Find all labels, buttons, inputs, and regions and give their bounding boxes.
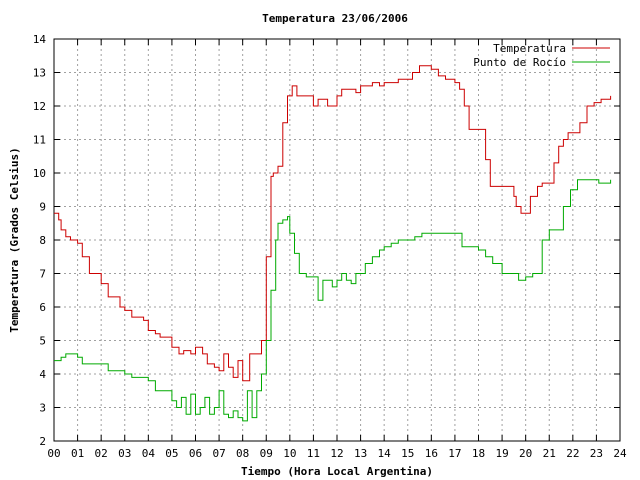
y-axis-label: Temperatura (Grados Celsius) [8, 147, 21, 332]
y-tick-label: 14 [33, 33, 47, 46]
y-tick-label: 7 [39, 268, 46, 281]
x-tick-label: 19 [495, 447, 508, 460]
legend-label: Punto de Rocío [473, 56, 566, 69]
x-tick-label: 10 [283, 447, 296, 460]
x-tick-label: 24 [613, 447, 627, 460]
y-tick-label: 6 [39, 301, 46, 314]
x-tick-label: 18 [472, 447, 485, 460]
x-axis-label: Tiempo (Hora Local Argentina) [241, 465, 433, 478]
series-line-punto-de-roc-o [54, 179, 612, 422]
x-tick-label: 20 [519, 447, 532, 460]
y-tick-label: 9 [39, 201, 46, 214]
x-tick-label: 00 [47, 447, 60, 460]
series-lines [54, 65, 612, 422]
y-tick-label: 2 [39, 435, 46, 448]
x-tick-label: 21 [543, 447, 556, 460]
x-tick-label: 05 [165, 447, 178, 460]
x-tick-label: 03 [118, 447, 131, 460]
y-tick-label: 4 [39, 368, 46, 381]
legend-label: Temperatura [493, 42, 566, 55]
y-tick-label: 5 [39, 335, 46, 348]
x-tick-label: 06 [189, 447, 202, 460]
x-tick-label: 17 [448, 447, 461, 460]
x-tick-label: 11 [307, 447, 320, 460]
x-tick-label: 13 [354, 447, 367, 460]
series-line-temperatura [54, 65, 612, 382]
x-tick-label: 04 [142, 447, 156, 460]
x-tick-label: 14 [378, 447, 392, 460]
y-tick-label: 12 [33, 100, 46, 113]
x-tick-label: 23 [590, 447, 603, 460]
x-tick-labels: 00 01 02 03 04 05 06 07 08 09 10 11 12 13 14 15 16 17 18 19… [47, 447, 627, 460]
x-tick-label: 08 [236, 447, 249, 460]
x-tick-label: 12 [330, 447, 343, 460]
x-tick-label: 02 [95, 447, 108, 460]
y-tick-label: 8 [39, 234, 46, 247]
y-tick-label: 3 [39, 402, 46, 415]
y-tick-labels: 2 3 4 5 6 7 8 9 10 11 12 13 14 [33, 33, 47, 448]
x-tick-label: 16 [425, 447, 438, 460]
y-tick-label: 13 [33, 67, 46, 80]
y-tick-label: 11 [33, 134, 46, 147]
x-tick-label: 07 [212, 447, 225, 460]
x-tick-label: 15 [401, 447, 414, 460]
axis-ticks [53, 38, 621, 442]
y-tick-label: 10 [33, 167, 46, 180]
x-tick-label: 22 [566, 447, 579, 460]
chart-title: Temperatura 23/06/2006 [262, 12, 408, 25]
x-tick-label: 01 [71, 447, 84, 460]
x-tick-label: 09 [260, 447, 273, 460]
